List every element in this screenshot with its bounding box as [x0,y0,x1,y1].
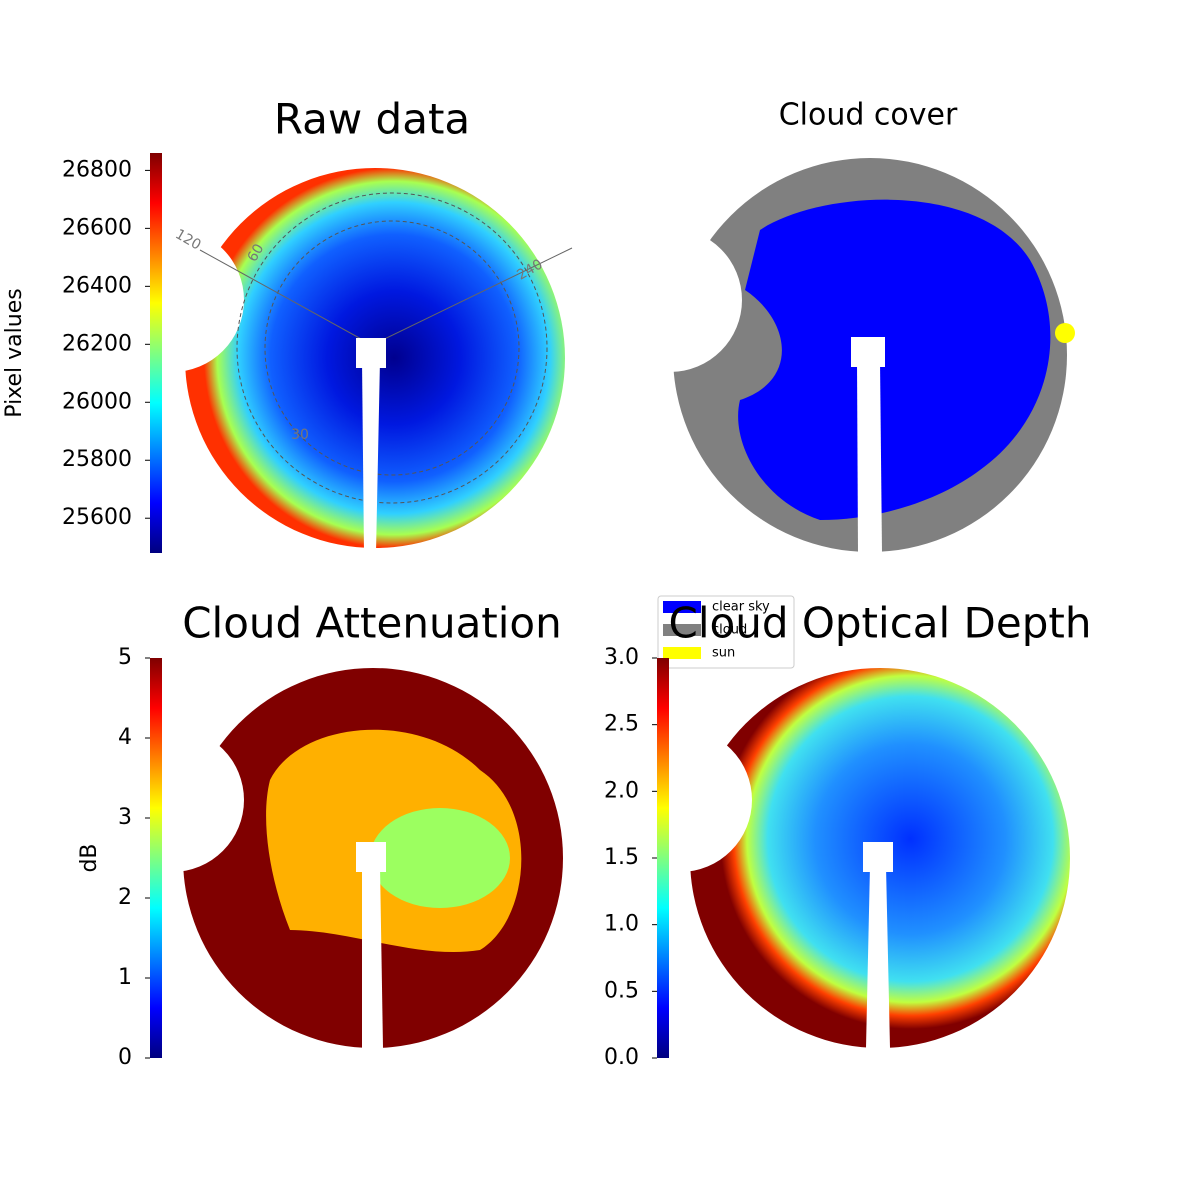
panel-title: Cloud Attenuation [182,599,562,648]
raw-image [100,168,573,553]
panel-title: Cloud Optical Depth [669,599,1092,648]
panel-title: Raw data [274,95,470,144]
colorbar-tick-label: 26000 [62,389,132,414]
colorbar-tick-label: 1.0 [604,912,639,937]
colorbar-tick-label: 2 [118,885,132,910]
legend-swatch [663,647,701,659]
colorbar-tick-label: 3.0 [604,645,639,670]
colorbar-tick-label: 1 [118,965,132,990]
colorbar-tick-label: 0 [118,1045,132,1070]
polar-label: 30 [291,427,309,443]
legend-swatch [663,601,701,613]
colorbar-tick-label: 3 [118,805,132,830]
legend-label: clear sky [712,600,770,615]
colorbar-label: Pixel values [2,288,27,417]
colorbar-label: dB [77,843,102,872]
colorbar [150,153,162,553]
optical-depth-image [608,668,1070,1048]
colorbar-tick-label: 26200 [62,331,132,356]
colorbar-tick-label: 25600 [62,505,132,530]
attenuation-image [100,668,563,1048]
colorbar-tick-label: 1.5 [604,845,639,870]
colorbar-tick-label: 2.0 [604,778,639,803]
colorbar [150,658,162,1058]
polar-label: 60 [245,241,268,264]
panel-title: Cloud cover [779,98,958,133]
legend-label: sun [712,646,735,661]
colorbar-tick-label: 2.5 [604,712,639,737]
colorbar-tick-label: 0.5 [604,978,639,1003]
colorbar-tick-label: 5 [118,645,132,670]
colorbar-tick-label: 26800 [62,157,132,182]
colorbar-tick-label: 25800 [62,447,132,472]
colorbar-tick-label: 26400 [62,273,132,298]
colorbar-tick-label: 0.0 [604,1045,639,1070]
cloud-cover-image [598,158,1075,553]
legend-label: cloud [712,623,747,638]
colorbar-tick-label: 26600 [62,215,132,240]
legend-swatch [663,624,701,636]
colorbar [657,658,669,1058]
colorbar-tick-label: 4 [118,725,132,750]
